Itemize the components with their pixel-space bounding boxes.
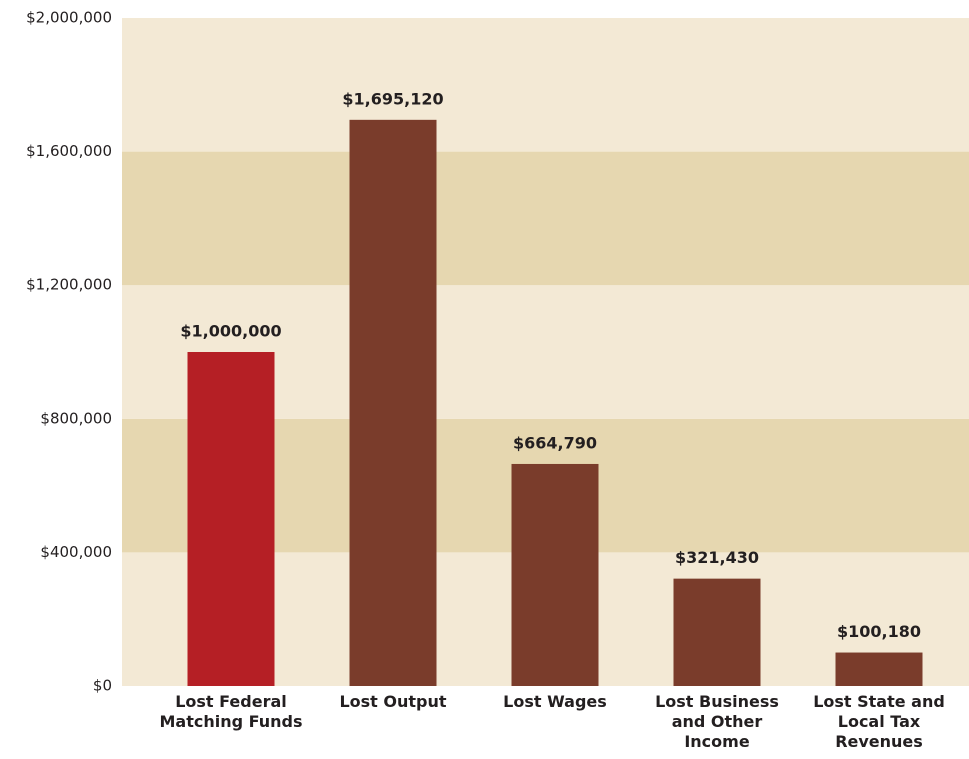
x-tick-label: Lost Wages	[503, 692, 607, 711]
value-label: $664,790	[513, 433, 597, 452]
x-tick-label: Lost Business and Other Income	[655, 692, 779, 751]
y-tick-label: $400,000	[40, 543, 112, 561]
y-tick-label: $0	[93, 677, 112, 695]
y-tick-label: $2,000,000	[26, 9, 112, 27]
bar	[187, 352, 275, 686]
bar	[835, 652, 923, 686]
y-tick-label: $1,200,000	[26, 276, 112, 294]
value-label: $100,180	[837, 622, 921, 641]
y-tick-label: $1,600,000	[26, 142, 112, 160]
bar	[511, 463, 599, 686]
grid-band	[122, 151, 969, 286]
value-label: $321,430	[675, 548, 759, 567]
x-tick-label: Lost Output	[339, 692, 447, 711]
y-tick-label: $800,000	[40, 409, 112, 427]
grid-band	[122, 18, 969, 152]
x-tick-label: Lost State and Local Tax Revenues	[813, 692, 945, 751]
value-label: $1,000,000	[180, 322, 281, 341]
bar	[673, 578, 761, 686]
value-label: $1,695,120	[342, 89, 443, 108]
x-tick-label: Lost Federal Matching Funds	[159, 692, 303, 731]
bar	[349, 119, 437, 687]
